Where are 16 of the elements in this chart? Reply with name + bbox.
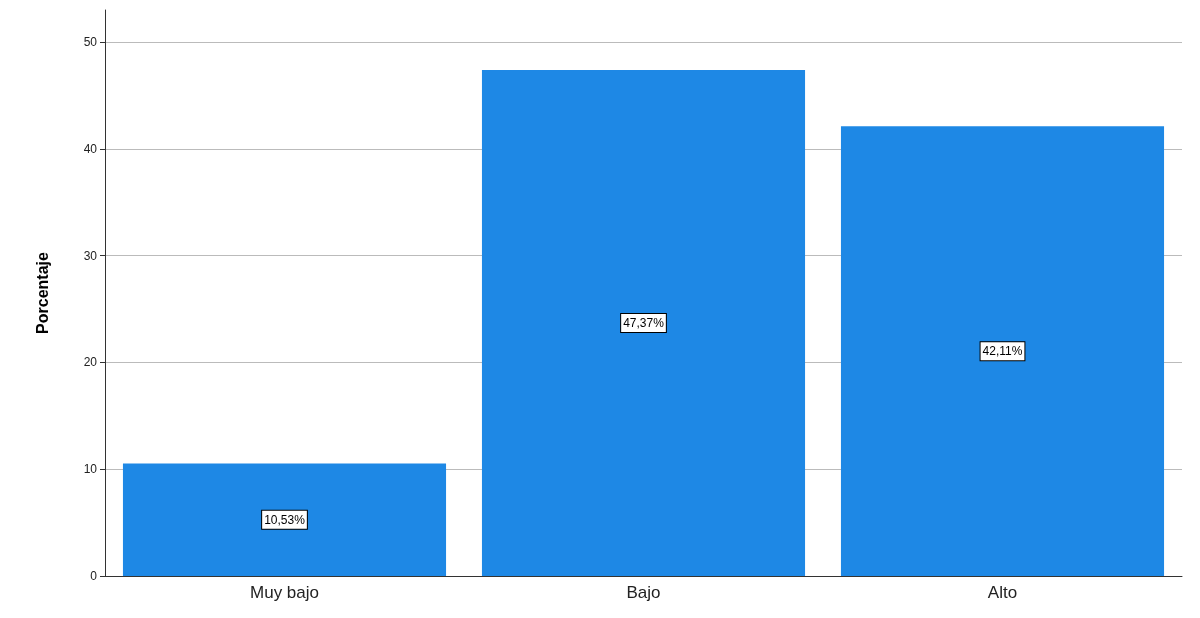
y-tick-label: 50 [83,35,98,50]
y-tick-label: 0 [90,569,98,583]
bar [840,126,1165,576]
data-label: 42,11% [982,344,1023,359]
data-label: 47,37% [623,316,665,331]
bar [481,70,806,576]
x-tick-label: Alto [987,583,1018,602]
x-tick-label: Muy bajo [250,583,319,602]
x-tick-label: Bajo [626,583,661,602]
data-label: 10,53% [264,512,306,527]
y-tick-label: 40 [83,141,98,156]
bar [122,463,447,576]
y-tick-label: 30 [83,248,98,263]
y-axis-title: Porcentaje [33,251,51,334]
y-tick-label: 10 [83,462,98,477]
y-tick-label: 20 [83,355,98,370]
